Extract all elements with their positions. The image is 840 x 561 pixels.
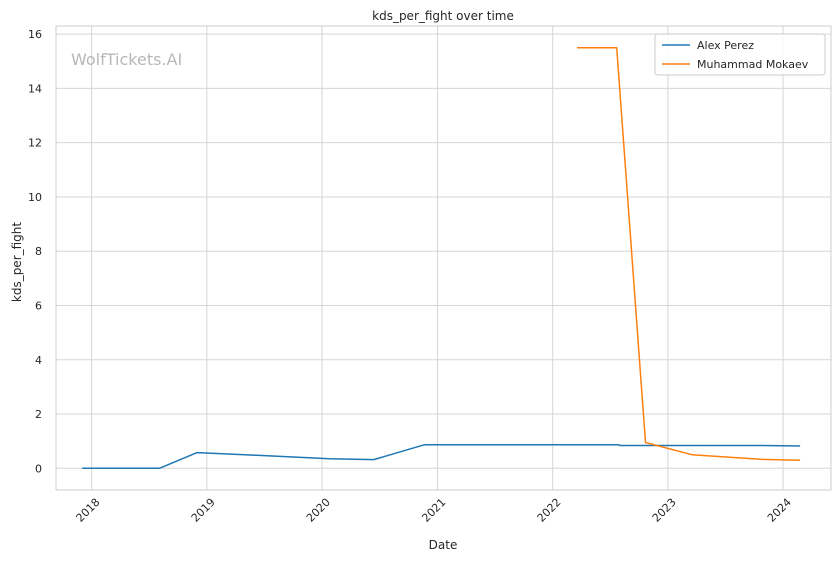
legend-label-alex-perez: Alex Perez [697,39,754,52]
legend-box [654,33,826,76]
x-tick-label: 2022 [535,496,564,525]
plot-frame [55,25,832,491]
y-tick-label: 14 [28,82,42,95]
x-tick-label: 2023 [650,496,679,525]
x-axis-ticks: 2018 2019 2020 2021 2022 2023 2024 [74,496,794,525]
x-tick-label: 2020 [304,496,333,525]
x-tick-label: 2021 [419,496,448,525]
series-lines [82,46,801,470]
y-tick-label: 6 [35,299,42,312]
legend: Alex Perez Muhammad Mokaev [654,33,826,76]
series-line-alex-perez [82,443,801,470]
y-tick-label: 4 [35,354,42,367]
x-tick-label: 2018 [74,496,103,525]
y-tick-label: 8 [35,245,42,258]
series-line-muhammad-mokaev [577,46,801,461]
watermark: WolfTickets.AI [71,50,182,69]
y-axis-label: kds_per_fight [10,222,24,303]
y-tick-label: 10 [28,191,42,204]
legend-label-muhammad-mokaev: Muhammad Mokaev [697,58,809,71]
y-axis-ticks: 0 2 4 6 8 10 12 14 16 [28,28,42,475]
x-tick-label: 2019 [189,496,218,525]
x-axis-label: Date [429,538,458,552]
y-tick-label: 2 [35,408,42,421]
y-tick-label: 0 [35,462,42,475]
x-tick-label: 2024 [765,496,794,525]
chart-title: kds_per_fight over time [372,9,514,23]
y-tick-label: 12 [28,137,42,150]
y-tick-label: 16 [28,28,42,41]
grid-lines [56,26,831,490]
